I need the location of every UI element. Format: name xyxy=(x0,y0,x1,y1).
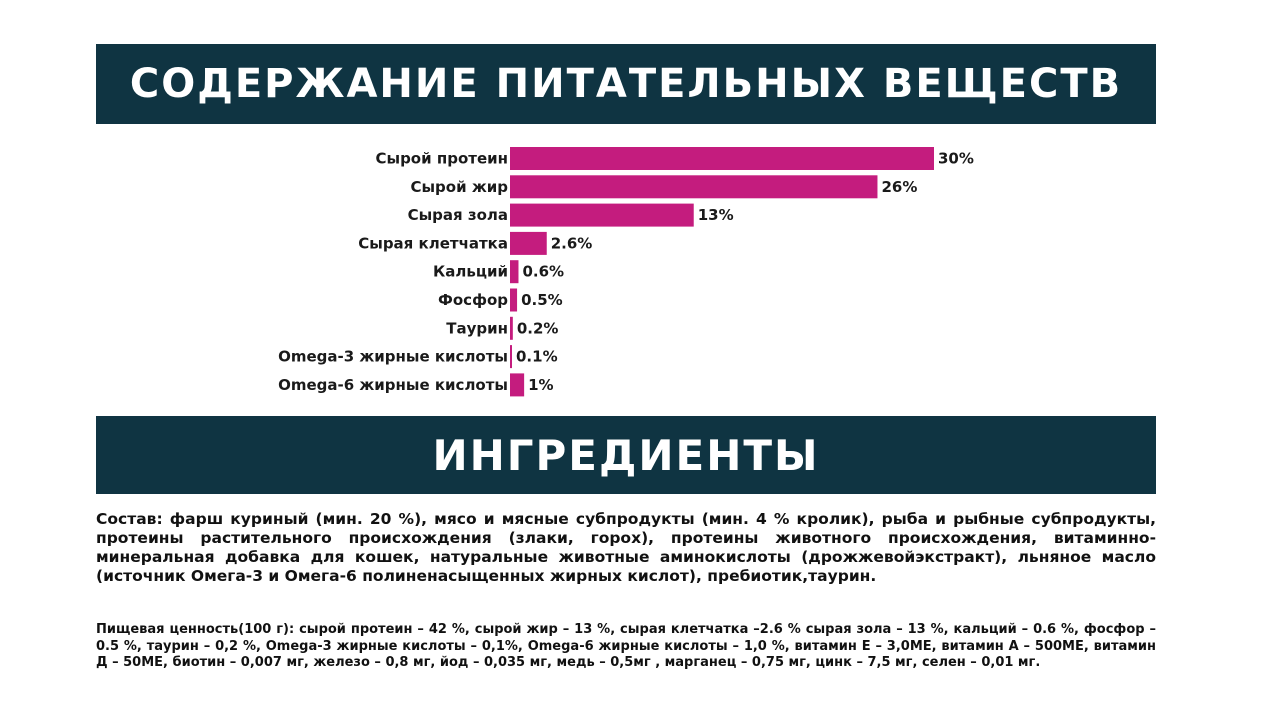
category-label: Таурин xyxy=(446,319,508,337)
nutrients-title-banner: СОДЕРЖАНИЕ ПИТАТЕЛЬНЫХ ВЕЩЕСТВ xyxy=(96,44,1156,124)
bar xyxy=(510,260,519,284)
bar xyxy=(510,175,878,199)
category-label: Фосфор xyxy=(438,291,508,309)
category-label: Сырой жир xyxy=(410,178,508,196)
category-label: Omega-6 жирные кислоты xyxy=(278,376,508,394)
bar xyxy=(510,147,934,170)
value-label: 0.2% xyxy=(517,319,559,337)
bar xyxy=(510,316,513,340)
category-label: Сырая клетчатка xyxy=(358,234,508,252)
ingredients-composition: Состав: фарш куриный (мин. 20 %), мясо и… xyxy=(96,510,1156,585)
value-label: 30% xyxy=(938,150,974,168)
category-label: Сырая зола xyxy=(408,206,508,224)
category-label: Кальций xyxy=(433,263,508,281)
bar xyxy=(510,231,547,255)
nutrients-title: СОДЕРЖАНИЕ ПИТАТЕЛЬНЫХ ВЕЩЕСТВ xyxy=(129,61,1123,107)
value-label: 0.5% xyxy=(521,291,563,309)
ingredients-title: ИНГРЕДИЕНТЫ xyxy=(432,430,820,480)
value-label: 13% xyxy=(698,206,734,224)
bar xyxy=(510,373,525,397)
bar xyxy=(510,203,694,227)
category-label: Omega-3 жирные кислоты xyxy=(278,348,508,366)
bar xyxy=(510,288,518,312)
value-label: 2.6% xyxy=(551,234,593,252)
bar xyxy=(510,345,512,369)
ingredients-title-banner: ИНГРЕДИЕНТЫ xyxy=(96,416,1156,494)
value-label: 0.6% xyxy=(522,263,564,281)
nutrition-facts: Пищевая ценность(100 г): сырой протеин –… xyxy=(96,622,1156,670)
value-label: 0.1% xyxy=(516,348,558,366)
nutrients-bar-chart: Сырой протеин 30% Сырой жир 26% Сырая зола 13… xyxy=(278,147,974,397)
value-label: 1% xyxy=(528,376,553,394)
category-label: Сырой протеин xyxy=(376,150,509,168)
value-label: 26% xyxy=(881,178,917,196)
